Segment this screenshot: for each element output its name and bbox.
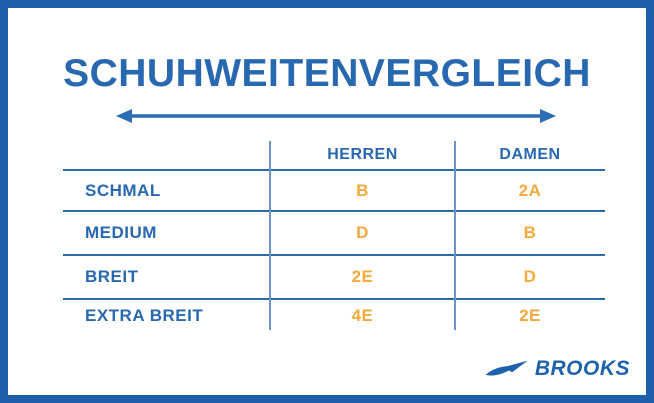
table-row: BREIT 2E D xyxy=(63,256,605,300)
column-header-herren: HERREN xyxy=(327,146,398,163)
table-header-row: HERREN DAMEN xyxy=(63,141,605,171)
width-range-arrow xyxy=(116,108,556,124)
column-divider xyxy=(269,141,271,330)
table-row: SCHMAL B 2A xyxy=(63,171,605,212)
cell-medium-damen: B xyxy=(523,223,537,242)
row-label-extra-breit: EXTRA BREIT xyxy=(85,305,204,325)
column-divider xyxy=(454,141,456,330)
shoe-width-table: HERREN DAMEN SCHMAL B 2A MEDIUM D B BREI… xyxy=(63,141,605,331)
cell-breit-herren: 2E xyxy=(351,267,374,286)
brooks-wordmark: BROOKS xyxy=(534,357,630,380)
table-row: MEDIUM D B xyxy=(63,212,605,256)
double-arrow-icon xyxy=(116,109,556,123)
cell-schmal-herren: B xyxy=(356,180,369,200)
page-title: SCHUHWEITENVERGLEICH xyxy=(63,52,591,95)
row-label-breit: BREIT xyxy=(85,267,139,286)
row-label-schmal: SCHMAL xyxy=(85,180,161,200)
cell-extra-breit-damen: 2E xyxy=(519,305,541,325)
table-row: EXTRA BREIT 4E 2E xyxy=(63,300,605,331)
row-label-medium: MEDIUM xyxy=(85,223,157,242)
cell-extra-breit-herren: 4E xyxy=(351,305,374,325)
cell-schmal-damen: 2A xyxy=(518,180,542,200)
brooks-swoosh-icon xyxy=(485,360,528,376)
cell-breit-damen: D xyxy=(523,267,537,286)
brooks-logo: BROOKS xyxy=(485,357,630,381)
cell-medium-herren: D xyxy=(356,223,369,242)
column-header-damen: DAMEN xyxy=(499,146,561,163)
